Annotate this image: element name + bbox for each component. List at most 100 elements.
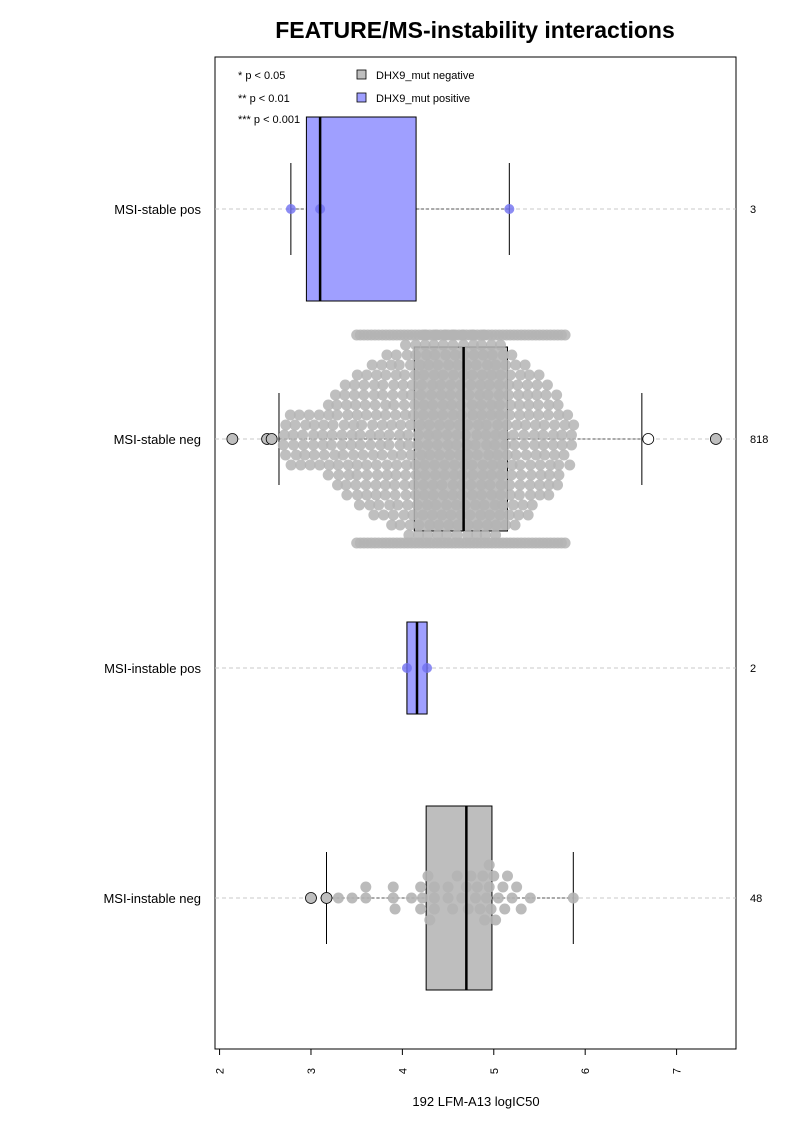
data-point	[435, 379, 447, 391]
data-point	[337, 449, 349, 461]
data-point	[452, 359, 464, 371]
group-count: 818	[750, 434, 768, 446]
data-point	[413, 519, 425, 531]
data-point	[504, 479, 516, 491]
data-point	[402, 499, 414, 511]
data-point	[532, 409, 544, 421]
data-point	[395, 449, 407, 461]
data-point	[361, 369, 373, 381]
data-point	[485, 399, 497, 411]
data-point	[376, 359, 388, 371]
data-point	[379, 489, 391, 501]
data-point	[492, 449, 504, 461]
data-point	[331, 409, 343, 421]
data-point	[354, 439, 366, 451]
data-point	[551, 389, 563, 401]
legend: * p < 0.05 ** p < 0.01 *** p < 0.001 DHX…	[238, 69, 474, 126]
data-point	[342, 409, 354, 421]
data-point	[419, 469, 431, 481]
data-point	[332, 459, 344, 471]
data-point	[343, 469, 355, 481]
data-point	[404, 359, 416, 371]
data-point	[533, 369, 545, 381]
data-point	[488, 870, 500, 882]
data-point	[348, 379, 360, 391]
data-point	[566, 439, 578, 451]
data-point	[341, 489, 353, 501]
data-point	[303, 409, 315, 421]
data-point	[417, 509, 429, 521]
data-point	[478, 499, 490, 511]
data-point	[533, 479, 545, 491]
data-point	[462, 903, 474, 915]
data-point	[510, 449, 522, 461]
data-point	[422, 439, 434, 451]
data-point	[484, 479, 496, 491]
data-point	[553, 469, 565, 481]
data-point	[406, 892, 418, 904]
data-point	[332, 892, 344, 904]
data-point	[477, 469, 489, 481]
data-point	[466, 489, 478, 501]
data-point	[358, 379, 370, 391]
data-point	[475, 399, 487, 411]
data-point	[405, 449, 417, 461]
data-point	[495, 479, 507, 491]
data-point	[540, 389, 552, 401]
data-point	[500, 519, 512, 531]
data-point	[507, 499, 519, 511]
data-point	[518, 429, 530, 441]
group-label: MSI-stable pos	[114, 202, 201, 217]
data-point	[360, 881, 372, 893]
data-point	[417, 479, 429, 491]
data-point	[397, 379, 409, 391]
data-point	[476, 369, 488, 381]
group-1: MSI-stable neg 818	[114, 329, 768, 549]
data-point	[471, 429, 483, 441]
data-point	[477, 870, 489, 882]
data-point	[448, 469, 460, 481]
data-point	[308, 449, 320, 461]
data-point	[339, 389, 351, 401]
data-point	[295, 459, 307, 471]
data-point	[519, 359, 531, 371]
x-tick-label: 6	[580, 1068, 592, 1074]
data-point	[558, 449, 570, 461]
data-point	[543, 489, 555, 501]
data-point	[416, 379, 428, 391]
data-point	[364, 439, 376, 451]
data-point	[357, 449, 369, 461]
data-point	[318, 449, 330, 461]
data-point	[421, 499, 433, 511]
data-point	[523, 399, 535, 411]
data-point	[405, 389, 417, 401]
data-point	[351, 409, 363, 421]
data-point	[438, 489, 450, 501]
data-point	[323, 459, 335, 471]
data-point	[364, 429, 376, 441]
point-swarm	[277, 329, 580, 549]
data-point	[504, 489, 516, 501]
data-point	[505, 399, 517, 411]
data-point	[507, 429, 519, 441]
data-point	[466, 369, 478, 381]
data-point	[383, 439, 395, 451]
outlier-point	[305, 892, 317, 904]
legend-swatch-positive	[356, 92, 367, 103]
data-point	[497, 499, 509, 511]
data-point	[307, 439, 319, 451]
data-point	[549, 449, 561, 461]
data-point	[433, 449, 445, 461]
data-point	[376, 419, 388, 431]
data-point	[427, 489, 439, 501]
data-point	[534, 459, 546, 471]
data-point	[437, 409, 449, 421]
data-point	[427, 479, 439, 491]
data-point	[346, 892, 358, 904]
data-point	[418, 399, 430, 411]
data-point	[411, 499, 423, 511]
data-point	[368, 379, 380, 391]
data-point	[400, 489, 412, 501]
data-point	[481, 519, 493, 531]
data-point	[490, 914, 502, 926]
